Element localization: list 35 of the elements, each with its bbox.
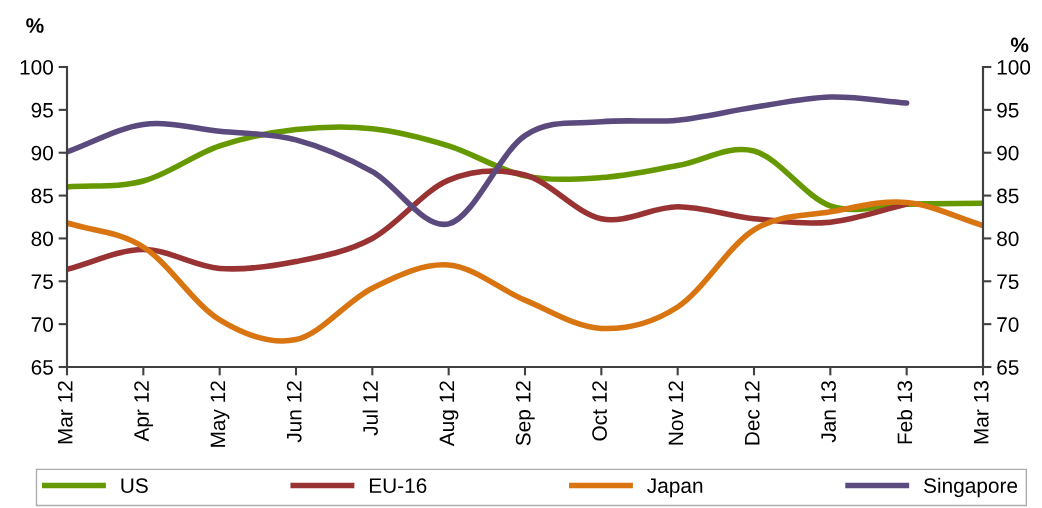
y2-tick-label: 85 <box>997 188 1019 204</box>
y-tick-label: 75 <box>31 274 53 290</box>
x-tick-label: Nov 12 <box>668 381 684 445</box>
x-tick-label: Dec 12 <box>744 381 760 445</box>
x-tick-label: Jul 12 <box>362 381 378 436</box>
x-tick-label: Sep 12 <box>515 381 535 446</box>
legend-label: EU-16 <box>369 478 427 494</box>
y2-tick-label: 65 <box>997 360 1019 375</box>
legend-label: Singapore <box>924 477 1018 498</box>
x-tick-label: Jan 13 <box>821 381 836 443</box>
y-tick-label: 85 <box>31 188 53 204</box>
x-tick-label: May 12 <box>210 381 230 447</box>
x-tick-label: Mar 12 <box>57 381 73 444</box>
y-tick-label: 65 <box>31 360 53 375</box>
x-tick-label: Jun 12 <box>286 381 302 443</box>
y2-tick-label: 75 <box>997 274 1019 290</box>
y2-tick-label: 100 <box>997 60 1031 75</box>
y-tick-label: 80 <box>31 231 53 247</box>
legend-label: Japan <box>647 478 703 498</box>
y2-tick-label: 95 <box>997 102 1019 118</box>
y2-axis-title: % <box>1010 37 1029 53</box>
x-tick-label: Apr 12 <box>134 381 154 442</box>
y2-tick-label: 90 <box>997 145 1019 161</box>
x-tick-label: Feb 13 <box>896 381 913 444</box>
y-tick-label: 70 <box>31 317 53 332</box>
y2-tick-label: 80 <box>997 231 1019 247</box>
y2-tick-label: 70 <box>997 317 1019 332</box>
x-tick-label: Oct 12 <box>592 381 607 441</box>
x-tick-label: Mar 13 <box>973 381 989 444</box>
y-tick-label: 90 <box>31 145 53 161</box>
y-tick-label: 100 <box>20 60 53 75</box>
x-tick-label: Aug 12 <box>439 381 459 447</box>
y-axis-title: % <box>26 18 44 33</box>
y-tick-label: 95 <box>31 102 53 118</box>
legend-label: US <box>121 478 148 494</box>
